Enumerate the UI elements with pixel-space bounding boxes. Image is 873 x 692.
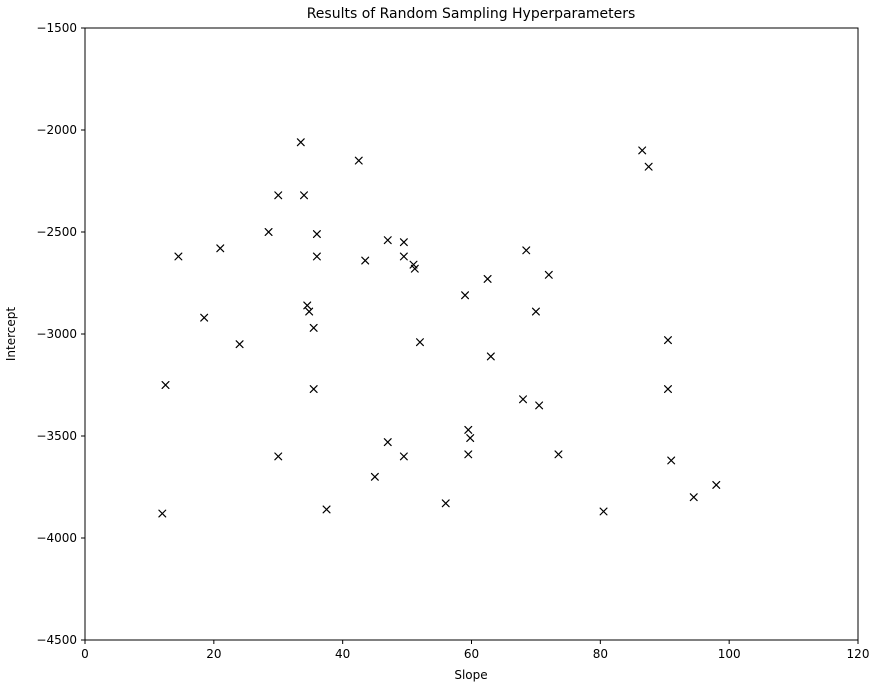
- data-point-marker: [216, 244, 225, 253]
- x-tick-label: 20: [206, 647, 221, 661]
- plot-area: 0 20 40 60 80 100 120 −4500 −4000 −3500 −3000 −2500…: [36, 21, 869, 661]
- data-point-marker: [599, 507, 608, 516]
- plot-border: [84, 27, 859, 641]
- y-axis-label: Intercept: [4, 307, 18, 362]
- y-tick-label: −3500: [36, 429, 77, 443]
- data-point-marker: [399, 252, 408, 261]
- data-point-marker: [296, 138, 305, 147]
- data-point-marker: [644, 162, 653, 171]
- data-point-marker: [663, 385, 672, 394]
- chart-title: Results of Random Sampling Hyperparamete…: [307, 6, 636, 22]
- data-point-marker: [415, 338, 424, 347]
- x-tick-label: 0: [81, 647, 89, 661]
- data-point-marker: [383, 438, 392, 447]
- data-point-marker: [158, 509, 167, 518]
- data-point-marker: [361, 256, 370, 265]
- x-tick-label: 100: [718, 647, 741, 661]
- data-point-marker: [235, 340, 244, 349]
- data-point-marker: [483, 274, 492, 283]
- data-point-marker: [712, 480, 721, 489]
- data-point-marker: [461, 291, 470, 300]
- y-tick-label: −2000: [36, 123, 77, 137]
- y-tick-label: −2500: [36, 225, 77, 239]
- data-point-marker: [264, 228, 273, 236]
- data-point-marker: [200, 313, 209, 322]
- data-point-marker: [274, 191, 283, 200]
- data-point-marker: [174, 252, 183, 261]
- data-point-marker: [312, 230, 321, 239]
- data-point-marker: [370, 472, 379, 481]
- data-point-marker: [535, 401, 544, 410]
- x-tick-label: 40: [335, 647, 350, 661]
- data-point-marker: [410, 264, 419, 273]
- data-point-marker: [354, 156, 363, 165]
- data-point-marker: [466, 434, 475, 443]
- data-point-marker: [464, 450, 473, 459]
- y-tick-label: −3000: [36, 327, 77, 341]
- data-point-marker: [300, 191, 309, 200]
- data-point-marker: [638, 146, 647, 155]
- data-point-marker: [554, 450, 563, 459]
- y-tick-label: −4500: [36, 633, 77, 647]
- data-point-marker: [522, 246, 531, 255]
- data-point-marker: [309, 323, 318, 332]
- x-tick-label: 120: [847, 647, 870, 661]
- y-tick-label: −1500: [36, 21, 77, 35]
- data-point-marker: [399, 238, 408, 247]
- data-point-marker: [161, 381, 170, 389]
- data-point-marker: [309, 385, 318, 394]
- data-point-marker: [305, 307, 314, 316]
- data-point-marker: [689, 493, 698, 502]
- data-point-marker: [322, 505, 331, 514]
- data-point-marker: [531, 307, 540, 316]
- data-point-marker: [303, 301, 312, 310]
- data-point-marker: [383, 236, 392, 245]
- data-point-marker: [312, 252, 321, 261]
- data-point-marker: [399, 452, 408, 461]
- x-tick-label: 60: [464, 647, 479, 661]
- data-point-marker: [667, 456, 676, 465]
- data-point-marker: [519, 395, 528, 404]
- y-tick-label: −4000: [36, 531, 77, 545]
- data-point-marker: [544, 270, 553, 279]
- x-axis-label: Slope: [454, 668, 487, 682]
- data-point-marker: [464, 425, 473, 434]
- data-point-marker: [274, 452, 283, 461]
- data-point-marker: [441, 499, 450, 508]
- data-point-marker: [663, 336, 672, 345]
- data-point-marker: [486, 352, 495, 361]
- x-tick-label: 80: [593, 647, 608, 661]
